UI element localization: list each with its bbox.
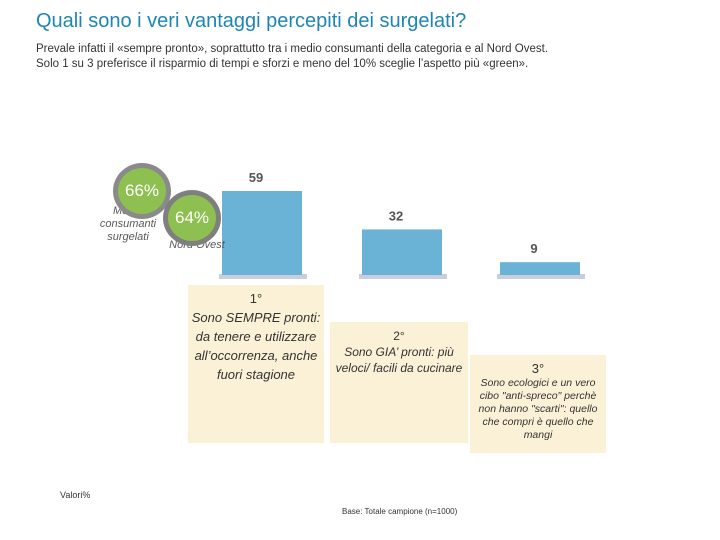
caption-rank-3: 3°: [531, 361, 545, 376]
bar-2: [362, 229, 442, 275]
subtitle-line-2: Solo 1 su 3 preferisce il risparmio di t…: [36, 58, 529, 70]
bar-shadow-3: [497, 274, 585, 279]
bar-value-label-1: 59: [249, 170, 263, 185]
bar-caption-3: 3° Sono ecologici e un vero cibo "anti-s…: [470, 355, 606, 453]
caption-text-2: Sono GIA’ pronti: più veloci/ facili da …: [335, 345, 463, 375]
caption-rank-2: 2°: [393, 329, 405, 343]
bar-1: [222, 191, 302, 275]
subtitle-line-1: Prevale infatti il «sempre pronto», sopr…: [36, 43, 549, 55]
unit-note: Valori%: [60, 490, 91, 500]
bar-value-label-3: 9: [530, 241, 537, 256]
callout-bubble-medio-consumanti: 66%: [113, 163, 171, 219]
bar-caption-2: 2° Sono GIA’ pronti: più veloci/ facili …: [330, 322, 468, 443]
bar-shadow-1: [219, 274, 307, 279]
bar-value-label-2: 32: [389, 208, 403, 223]
callout-bubble-nord-ovest: 64%: [163, 190, 221, 246]
bar-3: [500, 262, 580, 275]
caption-text-3: Sono ecologici e un vero cibo "anti-spre…: [478, 377, 598, 441]
bar-caption-1: 1° Sono SEMPRE pronti: da tenere e utili…: [188, 285, 324, 443]
caption-text-1: Sono SEMPRE pronti: da tenere e utilizza…: [191, 310, 321, 382]
caption-rank-1: 1°: [249, 291, 263, 306]
page-subtitle: Prevale infatti il «sempre pronto», sopr…: [36, 42, 686, 72]
bar-shadow-2: [359, 274, 447, 279]
base-note: Base: Totale campione (n=1000): [342, 507, 458, 516]
page-title: Quali sono i veri vantaggi percepiti dei…: [36, 10, 467, 32]
